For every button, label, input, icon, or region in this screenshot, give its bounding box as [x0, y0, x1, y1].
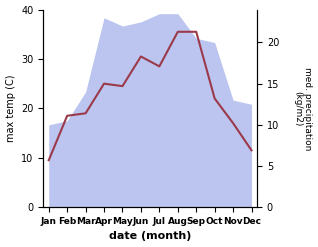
- Y-axis label: med. precipitation
(kg/m2): med. precipitation (kg/m2): [293, 67, 313, 150]
- X-axis label: date (month): date (month): [109, 231, 191, 242]
- Y-axis label: max temp (C): max temp (C): [5, 75, 16, 142]
